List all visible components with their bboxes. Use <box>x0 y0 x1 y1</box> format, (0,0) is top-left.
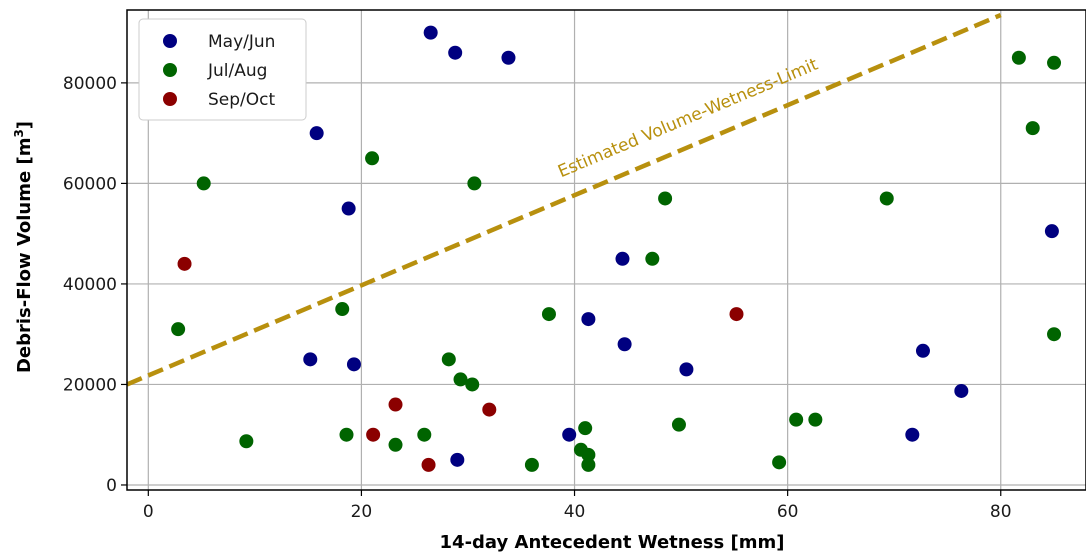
x-tick-label: 80 <box>990 502 1012 522</box>
point-jul-aug <box>645 251 660 266</box>
point-jul-aug <box>441 352 456 367</box>
point-jul-aug <box>578 421 593 436</box>
point-jul-aug <box>196 176 211 191</box>
point-may-jun <box>346 357 361 372</box>
x-tick-label: 40 <box>564 502 586 522</box>
x-axis-title: 14-day Antecedent Wetness [mm] <box>440 532 785 553</box>
axis-ticks: 0 20 40 60 80 0 20000 40000 60000 80000 <box>63 74 1012 522</box>
point-may-jun <box>915 343 930 358</box>
point-jul-aug <box>808 412 823 427</box>
point-jul-aug <box>581 457 596 472</box>
point-may-jun <box>679 362 694 377</box>
point-jul-aug <box>171 322 186 337</box>
y-axis-title-main: Debris-Flow Volume [m <box>14 138 35 374</box>
point-may-jun <box>617 337 632 352</box>
point-jul-aug <box>239 434 254 449</box>
legend-marker-jul-aug <box>163 63 177 77</box>
x-tick-label: 20 <box>351 502 373 522</box>
legend-marker-sep-oct <box>163 92 177 106</box>
point-may-jun <box>501 50 516 65</box>
y-axis-title-end: ] <box>14 121 35 129</box>
y-axis-title-superscript: 3 <box>12 129 26 137</box>
y-tick-label: 20000 <box>63 375 117 395</box>
limit-line-label: Estimated Volume-Wetness-Limit <box>555 55 821 183</box>
point-jul-aug <box>581 447 596 462</box>
point-may-jun <box>905 427 920 442</box>
point-sep-oct <box>421 457 436 472</box>
y-tick-label: 40000 <box>63 275 117 295</box>
point-jul-aug <box>453 372 468 387</box>
point-jul-aug <box>1047 55 1062 70</box>
legend-label-jul-aug: Jul/Aug <box>207 61 267 81</box>
legend-box <box>138 18 307 121</box>
legend-label-sep-oct: Sep/Oct <box>208 90 275 110</box>
point-jul-aug <box>388 437 403 452</box>
y-axis-title: Debris-Flow Volume [m3] <box>12 121 35 373</box>
point-jul-aug <box>789 412 804 427</box>
point-jul-aug <box>671 417 686 432</box>
point-may-jun <box>562 427 577 442</box>
point-sep-oct <box>482 402 497 417</box>
point-may-jun <box>1044 224 1059 239</box>
point-jul-aug <box>1047 327 1062 342</box>
point-may-jun <box>423 25 438 40</box>
point-jul-aug <box>541 307 556 322</box>
point-sep-oct <box>729 307 744 322</box>
point-jul-aug <box>335 302 350 317</box>
point-jul-aug <box>772 455 787 470</box>
point-may-jun <box>309 126 324 141</box>
point-may-jun <box>581 312 596 327</box>
point-jul-aug <box>658 191 673 206</box>
x-tick-label: 0 <box>143 502 154 522</box>
volume-wetness-limit-line <box>126 12 1002 387</box>
point-may-jun <box>615 251 630 266</box>
y-tick-label: 0 <box>106 476 117 496</box>
point-jul-aug <box>465 377 480 392</box>
legend-label-may-jun: May/Jun <box>208 32 275 52</box>
point-jul-aug <box>365 151 380 166</box>
data-points <box>171 25 1062 472</box>
point-sep-oct <box>366 427 381 442</box>
limit-line <box>126 12 1002 387</box>
y-tick-label: 80000 <box>63 74 117 94</box>
point-jul-aug <box>1011 50 1026 65</box>
point-may-jun <box>448 45 463 60</box>
legend-marker-may-jun <box>163 34 177 48</box>
point-jul-aug <box>339 427 354 442</box>
point-may-jun <box>954 383 969 398</box>
point-may-jun <box>341 201 356 216</box>
point-jul-aug <box>467 176 482 191</box>
point-jul-aug <box>879 191 894 206</box>
plot-frame <box>126 9 1086 491</box>
legend: May/Jun Jul/Aug Sep/Oct <box>138 18 307 121</box>
y-tick-label: 60000 <box>63 174 117 194</box>
point-jul-aug <box>1025 121 1040 136</box>
point-jul-aug <box>417 427 432 442</box>
point-may-jun <box>450 452 465 467</box>
point-sep-oct <box>388 397 403 412</box>
point-jul-aug <box>524 457 539 472</box>
point-may-jun <box>303 352 318 367</box>
point-sep-oct <box>177 256 192 271</box>
x-tick-label: 60 <box>777 502 799 522</box>
